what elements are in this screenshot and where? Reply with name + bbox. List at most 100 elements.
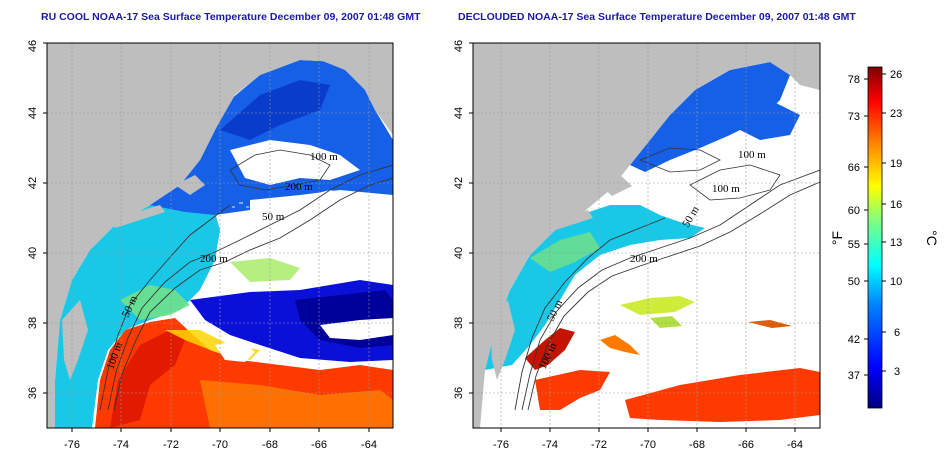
panel-2-land xyxy=(473,43,820,428)
colorbar-f-ticks xyxy=(864,78,868,376)
panel-1-shelf-green xyxy=(120,285,190,320)
colorbar-c-labels: 26 23 19 16 13 10 6 3 xyxy=(890,69,902,378)
panel-1-lat-label: 42 xyxy=(27,177,39,189)
panel-1-land-cape-cod xyxy=(175,175,205,195)
panel-1-lat-label: 36 xyxy=(27,387,39,399)
panel-1-lon-label: -72 xyxy=(163,439,179,451)
panel-2-map xyxy=(473,43,820,428)
panel-2-shelf-water xyxy=(485,205,705,370)
panel-1-contour-label: 50 m xyxy=(262,211,285,223)
panel-2-isobath-gom xyxy=(689,164,781,201)
panel-2-lon-label: -72 xyxy=(591,439,607,451)
panel-1-lat-tick-labels: 36 38 40 42 44 46 xyxy=(27,40,39,399)
colorbar-f-labels: 78 73 66 60 55 50 42 37 xyxy=(848,74,860,382)
panel-2-frame xyxy=(472,42,821,429)
panel-2-ticks xyxy=(469,42,796,432)
panel-1-cold-streak xyxy=(220,80,330,140)
colorbar-celsius-unit: °C xyxy=(924,230,940,246)
colorbar-f-label: 50 xyxy=(848,276,860,288)
panel-1-lon-label: -68 xyxy=(262,439,278,451)
panel-2-isobath-gom-2 xyxy=(638,147,721,173)
panel-1-isobath-200m xyxy=(113,177,393,411)
panel-2-cold-scotian xyxy=(740,100,800,140)
panel-2-lon-label: -64 xyxy=(787,439,803,451)
panel-2-gulf-of-maine xyxy=(630,62,790,172)
panel-2-isobath-200m xyxy=(527,181,820,411)
colorbar-c-label: 6 xyxy=(894,327,900,339)
colorbar-c-label: 13 xyxy=(890,237,902,249)
colorbar-c-label: 19 xyxy=(890,158,902,170)
colorbar-c-label: 26 xyxy=(890,69,902,81)
panel-2-orange-streak xyxy=(748,320,792,328)
colorbar-f-label: 37 xyxy=(848,370,860,382)
panel-2-lon-label: -70 xyxy=(640,439,656,451)
colorbar-fahrenheit-unit: °F xyxy=(829,231,845,245)
panel-2-lon-label: -68 xyxy=(689,439,705,451)
panel-2-orange-filament xyxy=(600,335,640,355)
panel-2-lon-label: -74 xyxy=(542,439,558,451)
panel-2-lat-label: 40 xyxy=(453,247,465,259)
panel-1-lon-label: -66 xyxy=(311,439,327,451)
panel-1-isobath-gom xyxy=(229,149,331,191)
colorbar-c-ticks xyxy=(882,73,886,372)
panel-2-lat-label: 42 xyxy=(453,177,465,189)
panel-2-isobath-100m xyxy=(521,169,820,411)
panel-2-lat-label: 36 xyxy=(453,387,465,399)
panel-1-contour-label: 200 m xyxy=(285,181,313,193)
colorbar-f-label: 73 xyxy=(848,111,860,123)
panel-1-isobath-100m xyxy=(107,164,393,411)
panel-1-lat-label: 40 xyxy=(27,247,39,259)
panel-1-ticks xyxy=(43,42,370,432)
panel-2-lat-label: 38 xyxy=(453,317,465,329)
panel-2-land-delmarva xyxy=(490,300,515,380)
panel-1-cloud-south xyxy=(215,340,255,362)
panel-1-warm-orange xyxy=(200,380,393,428)
panel-1-contour-label: 200 m xyxy=(200,253,228,265)
panel-1-cloud-georges xyxy=(230,140,360,185)
colorbar-f-label: 42 xyxy=(848,334,860,346)
panel-1-land xyxy=(47,43,393,428)
panel-1-shelf-green-2 xyxy=(230,258,300,282)
panel-2-lat-label: 44 xyxy=(453,107,465,119)
panel-2-title: DECLOUDED NOAA-17 Sea Surface Temperatur… xyxy=(458,11,856,23)
colorbar-c-label: 16 xyxy=(890,199,902,211)
panel-1-lat-label: 44 xyxy=(27,107,39,119)
colorbar-f-label: 60 xyxy=(848,205,860,217)
panel-2-land-long-island xyxy=(538,210,593,234)
colorbar-c-label: 3 xyxy=(894,366,900,378)
panel-1-land-long-island xyxy=(110,205,165,228)
panel-1-lon-label: -64 xyxy=(361,439,377,451)
panel-1-contour-label: 100 m xyxy=(310,151,338,163)
panel-1-lat-label: 46 xyxy=(27,40,39,52)
panel-2-yellow-patch-2 xyxy=(650,316,682,328)
panel-1-title: RU COOL NOAA-17 Sea Surface Temperature … xyxy=(41,11,421,23)
panel-1-land-delmarva xyxy=(62,300,88,380)
colorbar-c-label: 10 xyxy=(890,276,902,288)
panel-1-lon-tick-labels: -76 -74 -72 -70 -68 -66 -64 xyxy=(64,439,377,451)
colorbar-c-label: 23 xyxy=(890,108,902,120)
panel-2-lon-tick-labels: -76 -74 -72 -70 -68 -66 -64 xyxy=(493,439,803,451)
colorbar xyxy=(867,66,883,409)
colorbar-f-label: 66 xyxy=(848,162,860,174)
panel-2-warm-band xyxy=(625,368,820,422)
colorbar-f-label: 78 xyxy=(848,74,860,86)
panel-1-gridlines xyxy=(47,43,393,428)
panel-2-lat-label: 46 xyxy=(453,40,465,52)
panel-2-shelf-green xyxy=(530,232,600,272)
panel-2-contour-label: 100 m xyxy=(738,149,766,161)
panel-1-lat-label: 38 xyxy=(27,317,39,329)
colorbar-f-label: 55 xyxy=(848,239,860,251)
panel-2-lat-tick-labels: 36 38 40 42 44 46 xyxy=(453,40,465,399)
panel-2-contour-label: 100 m xyxy=(712,183,740,195)
panel-2-lon-label: -76 xyxy=(493,439,509,451)
panel-2-isobath-50m xyxy=(514,217,666,411)
panel-1-lon-label: -74 xyxy=(113,439,129,451)
panel-1-land-nova-scotia xyxy=(300,43,393,115)
panel-1-isobath-50m xyxy=(99,204,231,411)
panel-2-land-cape-cod xyxy=(600,175,632,196)
panel-1-lon-label: -70 xyxy=(212,439,228,451)
panel-2-yellow-patch xyxy=(620,296,695,315)
panel-1-lon-label: -76 xyxy=(64,439,80,451)
panel-2-lon-label: -66 xyxy=(738,439,754,451)
